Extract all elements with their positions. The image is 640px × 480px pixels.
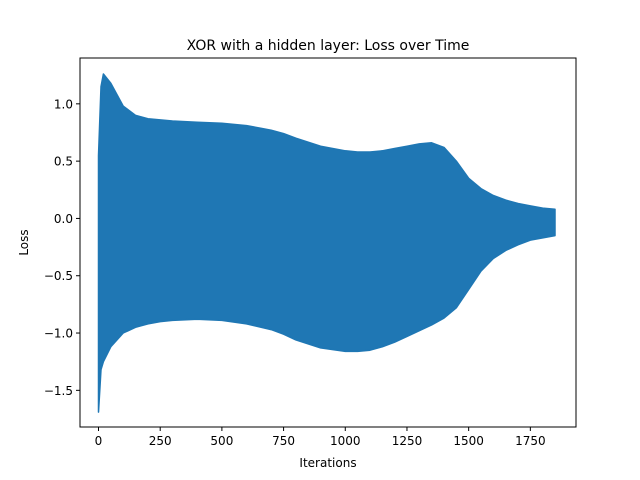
y-tick-label: −1.5 [44, 384, 73, 398]
series-layer [97, 73, 556, 413]
chart-title: XOR with a hidden layer: Loss over Time [187, 38, 470, 54]
x-tick-label: 250 [149, 434, 172, 448]
y-axis-ticks: −1.5 −1.0 −0.5 0.0 0.5 1.0 [44, 97, 80, 398]
x-axis-label: Iterations [299, 456, 356, 470]
x-tick-label: 1750 [515, 434, 546, 448]
plot-frame [79, 57, 577, 428]
y-tick-label: 0.5 [54, 155, 73, 169]
x-tick-label: 0 [95, 434, 103, 448]
series-band-0 [97, 73, 556, 413]
x-tick-label: 1000 [330, 434, 361, 448]
y-axis-label: Loss [17, 229, 31, 255]
y-tick-label: 0.0 [54, 212, 73, 226]
x-tick-label: 1250 [392, 434, 423, 448]
y-tick-label: −1.0 [44, 327, 73, 341]
x-tick-label: 500 [210, 434, 233, 448]
x-tick-label: 1500 [453, 434, 484, 448]
y-tick-label: 1.0 [54, 97, 73, 111]
x-axis-ticks: 0 250 500 750 1000 1250 1500 1750 [95, 427, 546, 448]
x-tick-label: 750 [272, 434, 295, 448]
y-tick-label: −0.5 [44, 269, 73, 283]
